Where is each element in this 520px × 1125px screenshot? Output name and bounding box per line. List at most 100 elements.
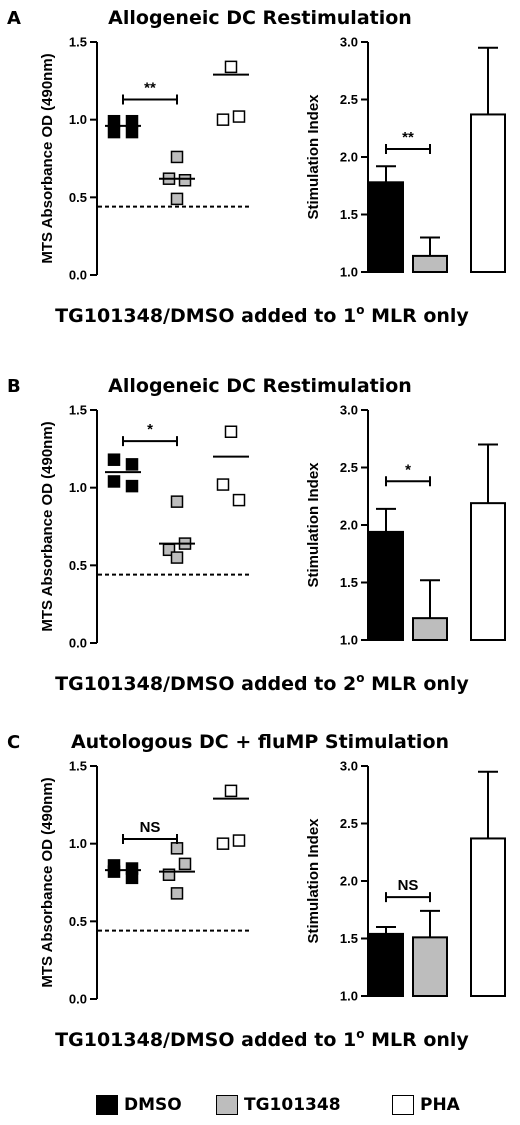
panel-a-svg: A Allogeneic DC Restimulation TG101348/DMS… — [7, 7, 506, 327]
footer-text-end: MLR only — [364, 305, 469, 327]
scatter-y-tick-label: 0.0 — [69, 268, 87, 283]
scatter-point-tg101348 — [170, 551, 184, 564]
legend-label-pha: PHA — [420, 1095, 460, 1115]
scatter-y-axis-label: MTS Absorbance OD (490nm) — [39, 777, 56, 987]
scatter-y-tick-label: 0.5 — [69, 558, 87, 573]
legend-swatch-pha — [392, 1095, 414, 1115]
scatter-y-tick-label: 1.0 — [69, 480, 87, 495]
bar-tg101348 — [412, 936, 448, 998]
scatter-point-tg101348 — [178, 857, 192, 871]
scatter-significance-label: NS — [140, 819, 161, 836]
panel-b: B Allogeneic DC Restimulation TG101348/DMS… — [0, 368, 520, 728]
bar-significance-label: ** — [402, 129, 414, 146]
footer-text-end: MLR only — [364, 1029, 469, 1051]
scatter-y-tick-label: 1.0 — [69, 836, 87, 851]
bar-y-axis-label: Stimulation Index — [305, 462, 322, 588]
scatter-point-pha — [216, 113, 230, 126]
bar-y-tick-label: 1.5 — [340, 931, 358, 946]
bar-y-tick-label: 2.0 — [340, 518, 358, 533]
panel-letter: C — [7, 732, 20, 753]
footer-text: TG101348/DMSO added to 2 — [55, 673, 356, 695]
footer-text: TG101348/DMSO added to 1 — [55, 305, 356, 327]
panel-title: Allogeneic DC Restimulation — [108, 375, 412, 397]
scatter-significance-label: ** — [144, 79, 156, 96]
bar-y-tick-label: 2.5 — [340, 816, 358, 831]
bar-y-tick-label: 1.0 — [340, 989, 358, 1004]
bar-y-tick-label: 2.0 — [340, 150, 358, 165]
bar-y-tick-label: 1.0 — [340, 633, 358, 648]
scatter-significance-bracket — [122, 436, 178, 447]
scatter-y-tick-label: 0.5 — [69, 914, 87, 929]
bar-pha — [470, 113, 506, 273]
scatter-point-tg101348 — [170, 150, 184, 164]
scatter-point-pha — [224, 60, 238, 74]
scatter-point-pha — [232, 110, 246, 123]
bar-y-axis-label: Stimulation Index — [305, 94, 322, 220]
scatter-point-dmso — [107, 865, 121, 878]
panel-footer: TG101348/DMSO added to 2o MLR only — [55, 671, 469, 695]
scatter-point-dmso — [125, 458, 139, 471]
bar-y-tick-label: 2.5 — [340, 92, 358, 107]
scatter-point-dmso — [107, 453, 121, 466]
panel-b-svg: B Allogeneic DC Restimulation TG101348/DMS… — [7, 375, 506, 695]
bar-dmso — [368, 932, 404, 997]
panel-footer: TG101348/DMSO added to 1o MLR only — [55, 303, 469, 327]
scatter-point-pha — [224, 784, 238, 798]
scatter-y-tick-label: 1.5 — [69, 35, 87, 50]
bar-tg101348 — [412, 617, 448, 641]
scatter-point-pha — [224, 425, 238, 438]
panel-title: Autologous DC + fluMP Stimulation — [71, 731, 449, 753]
footer-superscript: o — [356, 671, 364, 685]
bar-y-axis-label: Stimulation Index — [305, 818, 322, 944]
scatter-y-axis-label: MTS Absorbance OD (490nm) — [39, 53, 56, 263]
scatter-y-axis-label: MTS Absorbance OD (490nm) — [39, 421, 56, 631]
legend-label-dmso: DMSO — [124, 1095, 182, 1115]
legend-swatch-tg101348 — [216, 1095, 238, 1115]
panel-letter: B — [7, 376, 21, 397]
legend-label-tg101348: TG101348 — [244, 1095, 341, 1115]
bar-y-tick-label: 3.0 — [340, 35, 358, 50]
bar-significance-bracket — [385, 143, 431, 154]
scatter-point-dmso — [125, 871, 139, 885]
panel-letter: A — [7, 8, 21, 29]
legend-swatch-dmso — [96, 1095, 118, 1115]
legend: DMSO TG101348 PHA — [0, 1088, 520, 1122]
scatter-point-tg101348 — [162, 868, 176, 881]
footer-superscript: o — [356, 1027, 364, 1041]
bar-significance-label: NS — [398, 877, 419, 894]
scatter-y-tick-label: 0.0 — [69, 636, 87, 651]
scatter-point-dmso — [125, 125, 139, 139]
bar-y-tick-label: 1.5 — [340, 207, 358, 222]
bar-pha — [470, 502, 506, 641]
footer-superscript: o — [356, 303, 364, 317]
bar-dmso — [368, 181, 404, 273]
footer-text: TG101348/DMSO added to 1 — [55, 1029, 356, 1051]
scatter-point-pha — [232, 493, 246, 507]
footer-text-end: MLR only — [364, 673, 469, 695]
scatter-point-tg101348 — [178, 173, 192, 187]
scatter-y-tick-label: 0.0 — [69, 992, 87, 1007]
bar-y-tick-label: 3.0 — [340, 403, 358, 418]
scatter-point-tg101348 — [170, 887, 184, 900]
scatter-point-dmso — [107, 125, 121, 139]
scatter-point-tg101348 — [170, 842, 184, 855]
scatter-point-tg101348 — [170, 192, 184, 206]
bar-dmso — [368, 530, 404, 641]
scatter-point-dmso — [125, 479, 139, 493]
bar-significance-bracket — [385, 476, 431, 487]
bar-significance-bracket — [385, 892, 431, 903]
bar-y-tick-label: 1.0 — [340, 265, 358, 280]
scatter-point-tg101348 — [170, 495, 184, 508]
scatter-significance-bracket — [122, 94, 178, 105]
scatter-point-dmso — [107, 475, 121, 488]
scatter-significance-bracket — [122, 834, 178, 845]
bar-y-tick-label: 1.5 — [340, 575, 358, 590]
panel-footer: TG101348/DMSO added to 1o MLR only — [55, 1027, 469, 1051]
bar-y-tick-label: 3.0 — [340, 759, 358, 774]
scatter-significance-label: * — [147, 421, 153, 438]
scatter-y-tick-label: 1.0 — [69, 112, 87, 127]
scatter-y-tick-label: 0.5 — [69, 190, 87, 205]
panel-a: A Allogeneic DC Restimulation TG101348/DMS… — [0, 0, 520, 360]
scatter-point-pha — [216, 478, 230, 491]
bar-y-tick-label: 2.5 — [340, 460, 358, 475]
